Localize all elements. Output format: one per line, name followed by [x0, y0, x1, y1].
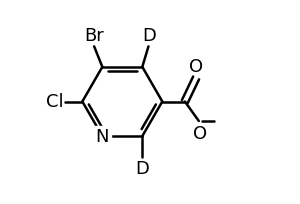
- Text: D: D: [135, 159, 149, 177]
- Text: O: O: [193, 124, 207, 142]
- Text: N: N: [96, 128, 109, 145]
- Text: Cl: Cl: [46, 93, 64, 111]
- Text: Br: Br: [84, 27, 104, 45]
- Text: D: D: [142, 27, 156, 45]
- Text: O: O: [190, 58, 204, 76]
